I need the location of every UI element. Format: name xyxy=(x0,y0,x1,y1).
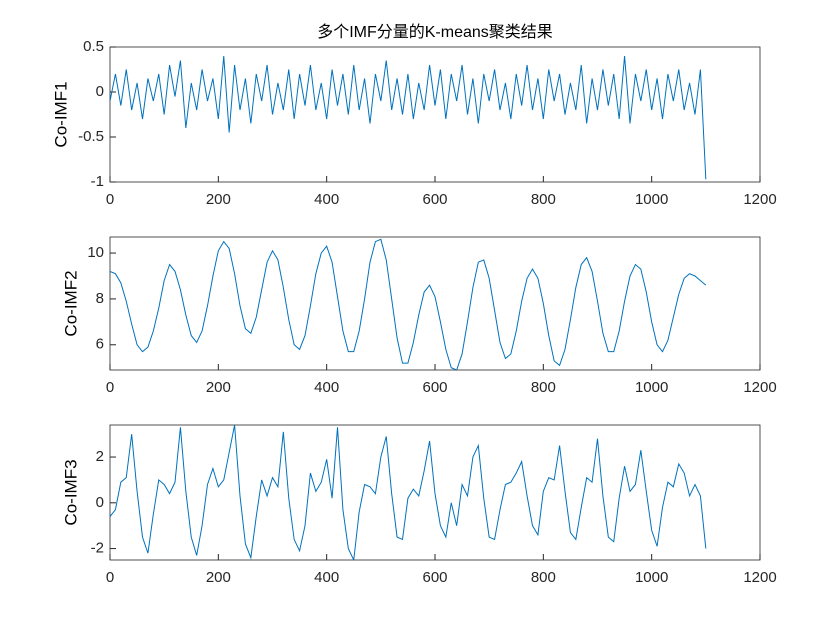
x-tick-label: 600 xyxy=(422,379,447,396)
x-tick-label: 800 xyxy=(531,191,556,208)
y-axis-label: Co-IMF1 xyxy=(51,81,70,147)
x-tick-label: 400 xyxy=(314,379,339,396)
y-tick-label: 8 xyxy=(96,290,104,307)
y-tick-label: -1 xyxy=(91,173,104,190)
x-tick-label: 0 xyxy=(106,569,114,586)
x-tick-label: 1000 xyxy=(635,569,668,586)
plot-area xyxy=(110,425,707,560)
x-tick-label: 400 xyxy=(314,569,339,586)
x-tick-label: 800 xyxy=(531,569,556,586)
x-tick-label: 1000 xyxy=(635,191,668,208)
y-tick-label: 0.5 xyxy=(83,38,104,55)
x-tick-label: 600 xyxy=(422,569,447,586)
y-tick-label: -2 xyxy=(91,540,104,557)
y-tick-label: 2 xyxy=(96,448,104,465)
x-tick-label: 1200 xyxy=(743,569,776,586)
x-tick-label: 1000 xyxy=(635,379,668,396)
axes-box xyxy=(109,46,761,183)
y-tick-label: 0 xyxy=(96,494,104,511)
x-tick-label: 0 xyxy=(106,191,114,208)
x-tick-label: 800 xyxy=(531,379,556,396)
plot-area xyxy=(110,238,707,370)
data-line xyxy=(110,238,707,370)
x-tick-label: 200 xyxy=(206,379,231,396)
data-line xyxy=(110,425,707,560)
y-axis-label: Co-IMF2 xyxy=(61,270,80,336)
x-tick-label: 1200 xyxy=(743,191,776,208)
plot-area xyxy=(110,55,707,180)
y-axis-label: Co-IMF3 xyxy=(61,459,80,525)
x-tick-label: 200 xyxy=(206,569,231,586)
x-tick-label: 200 xyxy=(206,191,231,208)
x-tick-label: 400 xyxy=(314,191,339,208)
y-tick-label: 0 xyxy=(96,83,104,100)
data-line xyxy=(110,55,707,180)
chart-title: 多个IMF分量的K-means聚类结果 xyxy=(317,23,553,41)
y-tick-label: 10 xyxy=(87,244,104,261)
x-tick-label: 0 xyxy=(106,379,114,396)
x-tick-label: 600 xyxy=(422,191,447,208)
y-tick-label: 6 xyxy=(96,336,104,353)
x-tick-label: 1200 xyxy=(743,379,776,396)
y-tick-label: -0.5 xyxy=(78,128,104,145)
axes-box xyxy=(109,236,761,371)
